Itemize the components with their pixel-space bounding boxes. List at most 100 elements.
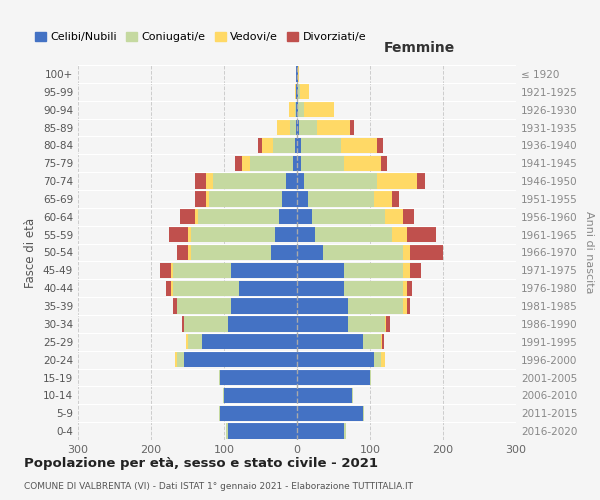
Bar xyxy=(317,120,350,135)
Bar xyxy=(297,334,362,349)
Bar xyxy=(191,227,275,242)
Bar xyxy=(277,120,290,135)
Bar xyxy=(385,209,403,224)
Bar xyxy=(297,424,344,438)
Y-axis label: Fasce di età: Fasce di età xyxy=(25,218,37,288)
Bar xyxy=(220,370,297,385)
Bar xyxy=(262,138,273,153)
Bar xyxy=(273,138,295,153)
Bar xyxy=(297,66,298,82)
Bar xyxy=(407,280,412,296)
Bar xyxy=(362,406,364,421)
Bar xyxy=(311,209,385,224)
Bar xyxy=(176,245,187,260)
Bar xyxy=(187,245,191,260)
Bar xyxy=(297,352,374,367)
Bar xyxy=(176,352,184,367)
Bar xyxy=(418,174,425,188)
Text: Popolazione per età, sesso e stato civile - 2021: Popolazione per età, sesso e stato civil… xyxy=(24,458,378,470)
Bar xyxy=(160,263,172,278)
Bar xyxy=(344,263,403,278)
Bar xyxy=(169,227,187,242)
Bar xyxy=(403,245,410,260)
Bar xyxy=(235,156,242,171)
Bar xyxy=(297,174,304,188)
Bar xyxy=(350,120,354,135)
Bar xyxy=(175,352,176,367)
Bar xyxy=(297,156,301,171)
Bar xyxy=(184,316,227,332)
Bar xyxy=(259,138,262,153)
Bar xyxy=(283,192,297,206)
Bar xyxy=(209,192,283,206)
Bar xyxy=(173,280,239,296)
Bar xyxy=(296,66,297,82)
Bar xyxy=(295,102,296,117)
Bar xyxy=(407,298,410,314)
Bar xyxy=(219,406,220,421)
Bar xyxy=(344,156,381,171)
Bar xyxy=(195,192,206,206)
Bar xyxy=(295,84,296,100)
Bar xyxy=(224,388,297,403)
Bar xyxy=(219,370,220,385)
Bar xyxy=(381,156,387,171)
Bar xyxy=(297,120,299,135)
Bar xyxy=(308,192,374,206)
Bar xyxy=(381,352,385,367)
Bar xyxy=(403,209,414,224)
Bar xyxy=(298,84,300,100)
Bar xyxy=(172,263,173,278)
Bar xyxy=(250,156,293,171)
Bar xyxy=(242,156,250,171)
Bar xyxy=(186,334,187,349)
Bar xyxy=(386,316,390,332)
Bar xyxy=(362,334,381,349)
Bar xyxy=(297,102,298,117)
Bar xyxy=(301,138,341,153)
Bar xyxy=(202,334,297,349)
Bar xyxy=(301,156,344,171)
Bar xyxy=(298,66,299,82)
Bar xyxy=(297,84,298,100)
Bar xyxy=(195,174,206,188)
Bar xyxy=(206,192,209,206)
Bar xyxy=(220,406,297,421)
Bar xyxy=(403,298,407,314)
Bar xyxy=(341,138,377,153)
Bar xyxy=(377,138,383,153)
Bar xyxy=(297,192,308,206)
Bar xyxy=(410,245,443,260)
Bar xyxy=(297,388,352,403)
Bar xyxy=(195,209,199,224)
Bar xyxy=(182,316,184,332)
Bar xyxy=(296,84,297,100)
Bar xyxy=(381,334,382,349)
Bar xyxy=(279,209,297,224)
Bar xyxy=(392,227,407,242)
Bar xyxy=(315,227,392,242)
Text: COMUNE DI VALBRENTA (VI) - Dati ISTAT 1° gennaio 2021 - Elaborazione TUTTITALIA.: COMUNE DI VALBRENTA (VI) - Dati ISTAT 1°… xyxy=(24,482,413,491)
Bar xyxy=(166,280,172,296)
Bar xyxy=(296,120,297,135)
Bar xyxy=(297,263,344,278)
Bar xyxy=(239,280,297,296)
Bar xyxy=(184,352,297,367)
Bar xyxy=(191,245,271,260)
Bar xyxy=(232,298,297,314)
Bar xyxy=(299,120,317,135)
Legend: Celibi/Nubili, Coniugati/e, Vedovi/e, Divorziati/e: Celibi/Nubili, Coniugati/e, Vedovi/e, Di… xyxy=(31,28,371,47)
Bar xyxy=(392,192,399,206)
Bar xyxy=(176,298,232,314)
Bar xyxy=(213,174,286,188)
Bar xyxy=(304,174,377,188)
Bar xyxy=(289,102,295,117)
Bar xyxy=(298,102,304,117)
Bar xyxy=(344,280,403,296)
Bar xyxy=(297,316,348,332)
Bar xyxy=(286,174,297,188)
Bar xyxy=(293,156,297,171)
Bar xyxy=(374,192,392,206)
Bar xyxy=(297,298,348,314)
Bar xyxy=(348,298,403,314)
